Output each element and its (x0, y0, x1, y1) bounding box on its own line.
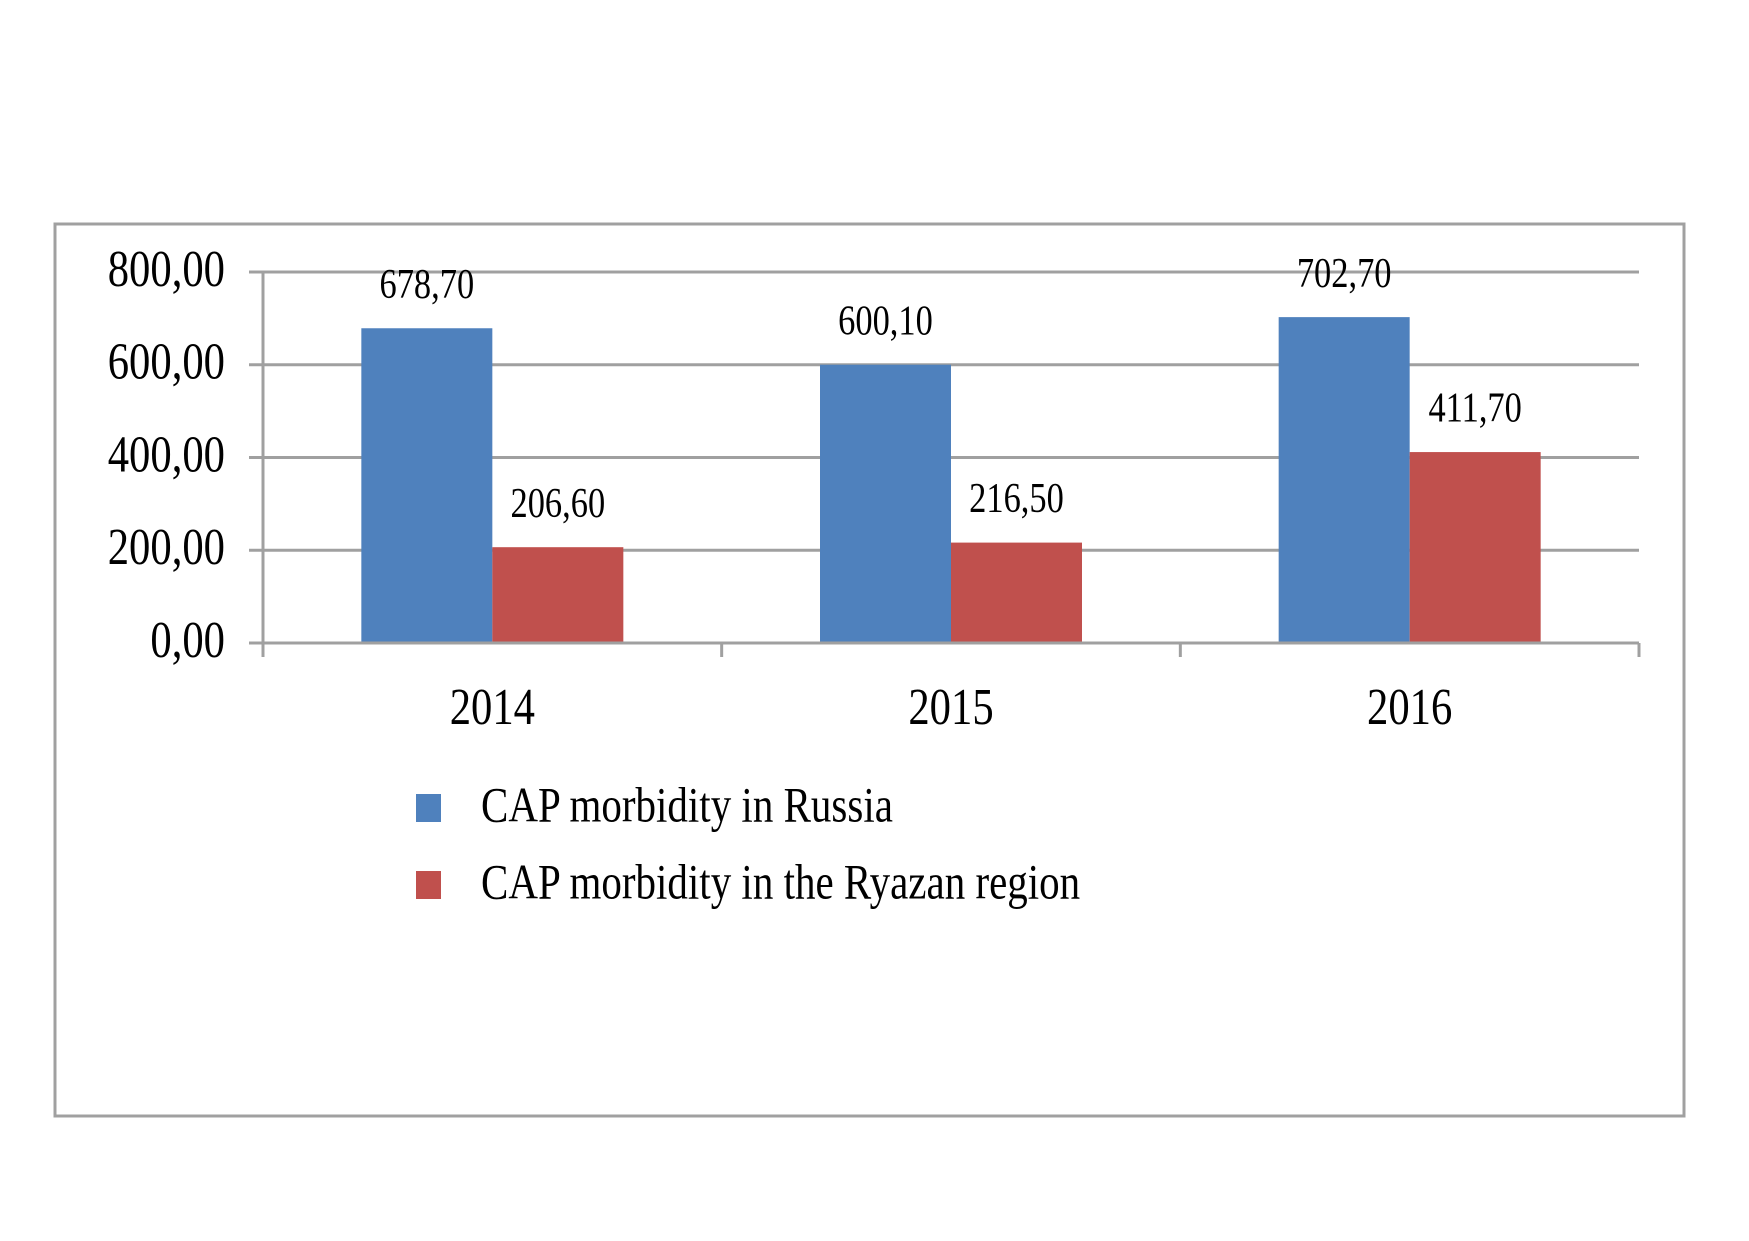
x-tick-label-2016-group: 2016 (1367, 679, 1452, 736)
axes (249, 270, 1641, 657)
data-label-ryazan-2015: 216,50 (969, 476, 1064, 522)
bar-russia-2014 (361, 328, 493, 643)
labels: 0,00 200,00 400,00 600,00 800,00 678,70 206,60… (108, 241, 1522, 736)
y-tick-label: 600,00 (108, 334, 225, 391)
y-tick-label: 200,00 (108, 519, 225, 576)
bars (361, 317, 1541, 643)
legend-label-ryazan-group: CAP morbidity in the Ryazan region (481, 854, 1080, 910)
data-label-ryazan-2014: 206,60 (510, 481, 605, 527)
y-tick-label: 400,00 (108, 427, 225, 484)
bar-russia-2016 (1278, 317, 1410, 643)
bar-russia-2015 (820, 364, 951, 643)
data-label-russia-2015-group: 600,10 (838, 298, 933, 344)
legend-swatch-ryazan (416, 871, 441, 899)
bar-ryazan-2014 (492, 547, 624, 643)
x-tick-label-2016: 2016 (1367, 679, 1452, 736)
x-tick-label-2014: 2014 (450, 679, 535, 736)
y-tick-label-group: 200,00 (108, 519, 225, 576)
legend-swatch-russia (416, 794, 441, 822)
y-tick-label-group: 800,00 (108, 241, 225, 298)
y-tick-label: 0,00 (150, 612, 225, 669)
bar-ryazan-2016 (1409, 452, 1541, 643)
data-label-ryazan-2014-group: 206,60 (510, 481, 605, 527)
data-label-russia-2014-group: 678,70 (379, 262, 474, 308)
legend-label-ryazan: CAP morbidity in the Ryazan region (481, 854, 1080, 910)
data-label-ryazan-2015-group: 216,50 (969, 476, 1064, 522)
chart-frame (53, 222, 1686, 1118)
x-tick-label-2015: 2015 (908, 679, 993, 736)
legend-label-russia-group: CAP morbidity in Russia (481, 777, 893, 833)
data-label-russia-2016-group: 702,70 (1297, 251, 1392, 297)
y-tick-label: 800,00 (108, 241, 225, 298)
bar-ryazan-2015 (951, 542, 1082, 643)
legend-label-russia: CAP morbidity in Russia (481, 777, 893, 833)
legend: CAP morbidity in Russia CAP morbidity in … (416, 777, 1080, 910)
y-tick-label-group: 400,00 (108, 427, 225, 484)
x-tick-label-2015-group: 2015 (908, 679, 993, 736)
data-label-ryazan-2016: 411,70 (1428, 386, 1521, 432)
x-tick-label-2014-group: 2014 (450, 679, 535, 736)
y-tick-label-group: 0,00 (150, 612, 225, 669)
data-label-russia-2016: 702,70 (1297, 251, 1392, 297)
y-tick-label-group: 600,00 (108, 334, 225, 391)
data-label-russia-2015: 600,10 (838, 298, 933, 344)
data-label-russia-2014: 678,70 (379, 262, 474, 308)
data-label-ryazan-2016-group: 411,70 (1428, 386, 1521, 432)
